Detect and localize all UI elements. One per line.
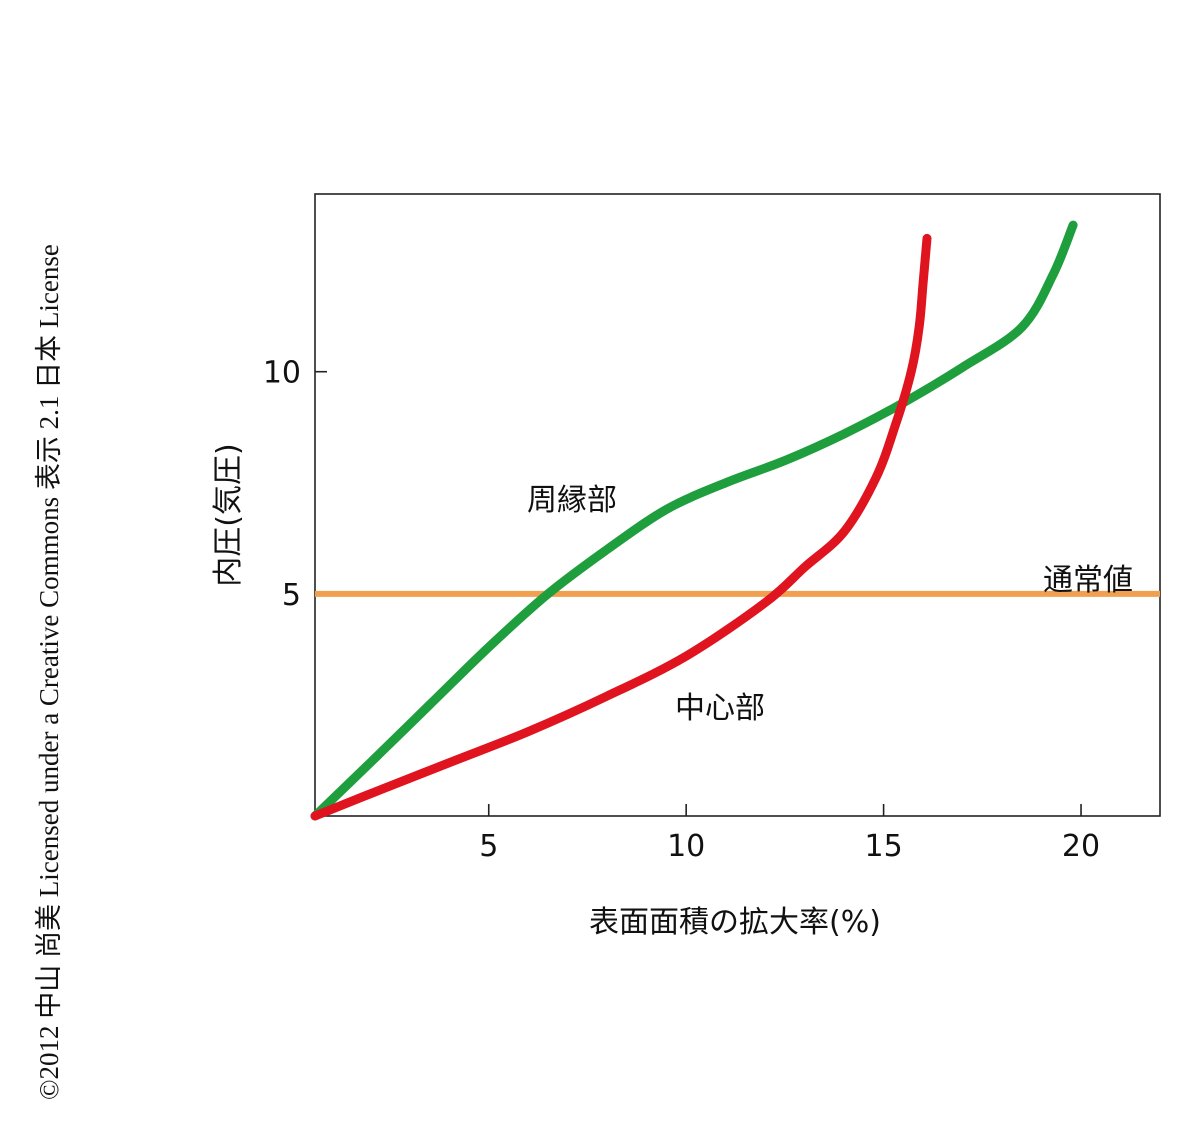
y-axis-title: 内圧(気圧) xyxy=(211,443,246,586)
x-tick-label: 15 xyxy=(865,829,903,864)
credit-text: ©2012 中山 尚美 Licensed under a Creative Co… xyxy=(34,244,64,1100)
x-tick-label: 5 xyxy=(479,829,498,864)
x-axis-title: 表面面積の拡大率(%) xyxy=(589,905,881,940)
series-line-center xyxy=(310,233,932,821)
series-line-peripheral xyxy=(310,220,1078,821)
ticks-layer: 5 10 15 20 5 10 xyxy=(263,356,1100,864)
y-tick-label: 5 xyxy=(282,578,301,613)
series-label-peripheral: 周縁部 xyxy=(527,483,617,518)
series-label-center: 中心部 xyxy=(675,691,765,726)
plot-frame xyxy=(314,193,1161,817)
series-layer xyxy=(310,220,1160,821)
x-tick-label: 10 xyxy=(667,829,705,864)
y-tick-label: 10 xyxy=(263,356,301,391)
series-label-normal: 通常値 xyxy=(1043,563,1133,598)
x-tick-label: 20 xyxy=(1062,829,1100,864)
